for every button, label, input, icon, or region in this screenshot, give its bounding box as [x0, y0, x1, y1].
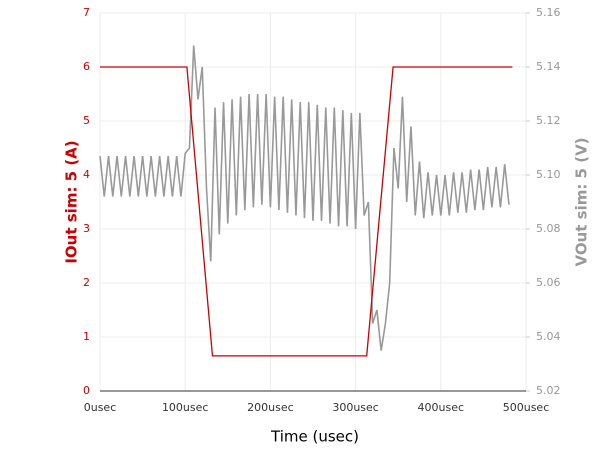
y2-tick-label: 5.10	[536, 168, 561, 181]
y-tick-label: 7	[83, 6, 90, 19]
x-axis-label: Time (usec)	[270, 428, 359, 446]
x-tick-label: 400usec	[418, 401, 465, 414]
y2-axis-label: VOut sim: 5 (V)	[573, 137, 591, 266]
x-tick-label: 100usec	[162, 401, 209, 414]
y-tick-label: 5	[83, 114, 90, 127]
y2-tick-label: 5.02	[536, 384, 561, 397]
y2-tick-label: 5.06	[536, 276, 561, 289]
y2-tick-label: 5.08	[536, 222, 561, 235]
x-tick-label: 0usec	[84, 401, 117, 414]
y2-tick-label: 5.14	[536, 60, 561, 73]
y-axis-label: IOut sim: 5 (A)	[63, 140, 81, 263]
y2-tick-label: 5.04	[536, 330, 561, 343]
x-tick-label: 200usec	[247, 401, 294, 414]
y2-tick-label: 5.12	[536, 114, 561, 127]
y-tick-label: 1	[83, 330, 90, 343]
y-tick-label: 0	[83, 384, 90, 397]
x-tick-label: 500usec	[503, 401, 550, 414]
line-series	[99, 45, 510, 351]
y2-tick-label: 5.16	[536, 6, 561, 19]
y-tick-label: 4	[83, 168, 90, 181]
y-tick-label: 6	[83, 60, 90, 73]
x-tick-label: 300usec	[332, 401, 379, 414]
y-tick-label: 3	[83, 222, 90, 235]
line-series	[100, 66, 513, 357]
y-tick-label: 2	[83, 276, 90, 289]
